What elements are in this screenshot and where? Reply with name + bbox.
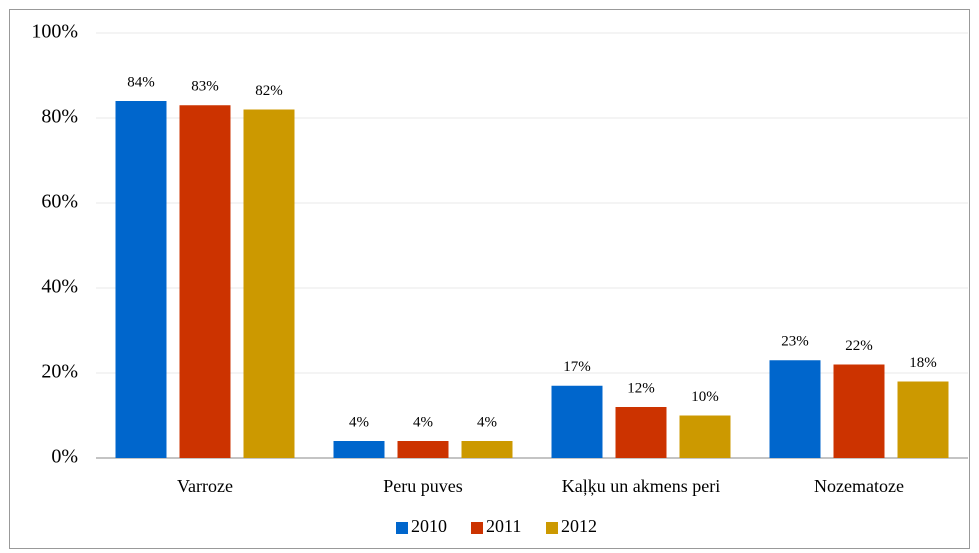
value-label: 84% (127, 74, 155, 90)
legend-swatch (396, 522, 408, 534)
y-tick-label: 0% (51, 446, 78, 468)
bar (115, 101, 167, 458)
bar (769, 360, 821, 458)
y-tick-label: 40% (41, 276, 78, 298)
y-tick-label: 60% (41, 191, 78, 213)
value-label: 22% (845, 338, 873, 354)
chart-frame (9, 9, 970, 549)
legend-swatch (546, 522, 558, 534)
value-label: 4% (413, 414, 433, 430)
value-label: 18% (909, 355, 937, 371)
legend-swatch (471, 522, 483, 534)
value-label: 83% (191, 79, 219, 95)
bar (833, 364, 885, 458)
bar (461, 441, 513, 458)
value-label: 82% (255, 83, 283, 99)
x-tick-label: Peru puves (383, 476, 463, 496)
bar (179, 105, 231, 458)
legend-label: 2010 (411, 516, 447, 536)
bar (397, 441, 449, 458)
legend-label: 2011 (486, 516, 521, 536)
value-label: 10% (691, 389, 719, 405)
bar (897, 381, 949, 458)
bar (243, 109, 295, 458)
y-tick-label: 80% (41, 106, 78, 128)
x-tick-label: Kaļķu un akmens peri (562, 476, 720, 496)
y-tick-label: 100% (31, 21, 78, 43)
bar (679, 415, 731, 458)
value-label: 17% (563, 359, 591, 375)
y-tick-label: 20% (41, 361, 78, 383)
value-label: 23% (781, 334, 809, 350)
legend-label: 2012 (561, 516, 597, 536)
value-label: 4% (349, 414, 369, 430)
bar (551, 385, 603, 458)
bar (615, 407, 667, 458)
x-tick-label: Nozematoze (814, 476, 904, 496)
value-label: 4% (477, 414, 497, 430)
value-label: 12% (627, 380, 655, 396)
bar (333, 441, 385, 458)
x-tick-label: Varroze (177, 476, 233, 496)
